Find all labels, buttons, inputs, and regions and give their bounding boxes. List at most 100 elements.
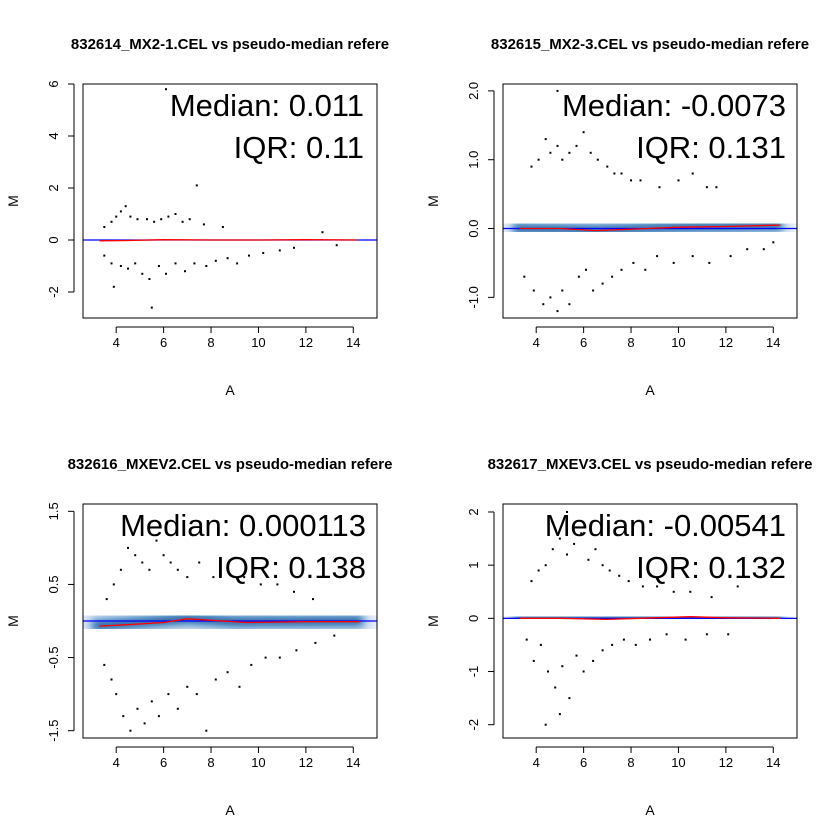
y-tick-label: 0.5: [46, 575, 61, 593]
outlier-point: [672, 261, 675, 264]
median-label: Median: -0.00541: [545, 508, 786, 543]
outlier-point: [772, 241, 775, 244]
x-tick-label: 14: [766, 755, 780, 770]
outlier-point: [119, 568, 122, 571]
iqr-label: IQR: 0.138: [216, 550, 366, 585]
outlier-point: [539, 643, 542, 646]
outlier-point: [226, 671, 229, 674]
x-axis-label: A: [225, 382, 235, 398]
outlier-point: [639, 179, 642, 182]
outlier-point: [205, 265, 208, 267]
x-tick-label: 4: [113, 755, 120, 770]
outlier-point: [176, 568, 179, 571]
outlier-point: [549, 296, 552, 299]
outlier-point: [644, 268, 647, 271]
outlier-point: [226, 257, 229, 260]
outlier-point: [556, 310, 559, 313]
outlier-point: [124, 205, 127, 208]
y-tick-label: -2: [466, 719, 481, 731]
outlier-point: [575, 654, 578, 657]
y-tick-label: -1.0: [466, 286, 481, 308]
outlier-point: [119, 265, 122, 267]
y-tick-label: 1.5: [46, 502, 61, 520]
outlier-point: [656, 585, 659, 588]
outlier-point: [174, 262, 177, 265]
outlier-point: [762, 248, 765, 251]
y-tick-label: 1: [466, 562, 481, 569]
outlier-point: [549, 151, 552, 154]
x-tick-label: 6: [580, 335, 587, 350]
outlier-point: [119, 210, 122, 213]
x-axis-label: A: [645, 802, 655, 818]
outlier-point: [293, 246, 295, 249]
iqr-label: IQR: 0.132: [636, 550, 786, 585]
outlier-point: [530, 580, 533, 583]
iqr-label: IQR: 0.11: [234, 130, 364, 165]
outlier-point: [186, 576, 189, 579]
panel-title: 832616_MXEV2.CEL vs pseudo-median refere: [68, 456, 393, 473]
outlier-point: [193, 262, 196, 265]
outlier-point: [532, 659, 535, 662]
outlier-point: [544, 138, 547, 141]
outlier-point: [665, 633, 668, 636]
outlier-point: [691, 255, 694, 258]
loess-curve: [99, 239, 359, 242]
outlier-point: [141, 272, 144, 275]
y-axis: -2 -1 0 1 2: [466, 508, 495, 731]
x-tick-label: 8: [627, 755, 634, 770]
outlier-point: [715, 186, 718, 189]
outlier-point: [568, 303, 571, 306]
y-axis: -2 0 2 4 6: [46, 80, 75, 298]
outlier-point: [592, 289, 595, 292]
outlier-point: [205, 729, 208, 732]
outlier-point: [127, 546, 129, 549]
outlier-point: [167, 215, 170, 218]
outlier-point: [174, 213, 177, 215]
outlier-point: [112, 285, 115, 288]
outlier-point: [577, 275, 580, 278]
y-tick-label: 1.0: [466, 151, 481, 169]
outlier-point: [167, 693, 170, 696]
outlier-point: [146, 218, 148, 221]
outlier-point: [601, 564, 604, 567]
outlier-point: [589, 151, 592, 154]
outlier-point: [525, 638, 528, 641]
outlier-point: [582, 670, 585, 673]
outlier-point: [278, 249, 281, 252]
x-axis: 4 6 8 10 12 14: [533, 746, 781, 770]
outlier-point: [547, 670, 549, 673]
outlier-point: [195, 693, 198, 696]
outlier-point: [184, 270, 186, 273]
outlier-point: [115, 693, 118, 696]
x-tick-label: 4: [533, 335, 540, 350]
outlier-point: [622, 638, 625, 641]
outlier-point: [141, 561, 144, 564]
ma-panel-1: 832614_MX2-1.CEL vs pseudo-median refere…: [5, 36, 389, 398]
outlier-point: [568, 151, 571, 154]
y-tick-label: -2: [46, 286, 61, 298]
x-tick-label: 6: [160, 755, 167, 770]
outlier-point: [736, 585, 739, 588]
median-label: Median: 0.011: [170, 88, 364, 123]
outlier-point: [314, 641, 317, 644]
outlier-point: [278, 656, 281, 659]
outlier-point: [186, 685, 189, 688]
x-axis: 4 6 8 10 12 14: [533, 326, 781, 350]
outlier-point: [542, 303, 545, 306]
outlier-point: [746, 248, 749, 251]
outlier-point: [689, 590, 692, 593]
x-tick-label: 8: [207, 335, 214, 350]
y-tick-label: 0.0: [466, 219, 481, 237]
outlier-point: [262, 252, 265, 254]
outlier-point: [611, 643, 614, 646]
outlier-point: [248, 254, 250, 257]
outlier-point: [321, 231, 324, 234]
outlier-point: [276, 583, 279, 586]
outlier-point: [537, 158, 540, 161]
plot-frame: [82, 83, 378, 319]
outlier-point: [198, 561, 201, 564]
outlier-point: [575, 144, 578, 147]
x-tick-label: 12: [299, 335, 313, 350]
outlier-point: [708, 261, 711, 264]
outlier-point: [684, 638, 687, 641]
